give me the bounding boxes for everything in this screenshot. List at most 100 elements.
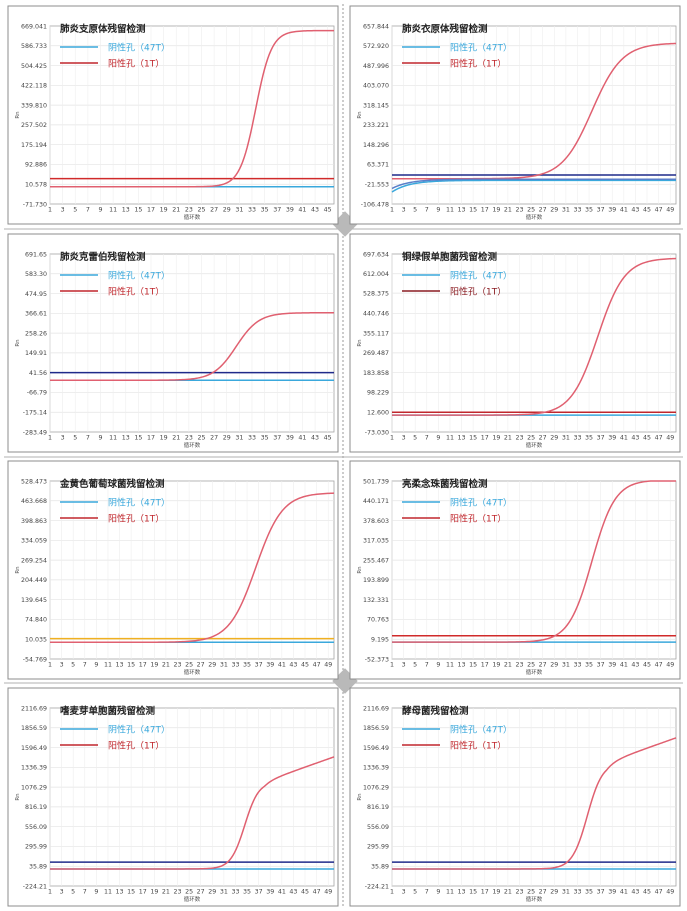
x-tick-label: 3 [60,889,64,896]
plot-area [49,707,335,887]
x-tick-label: 29 [208,662,216,669]
y-tick-label: 572.920 [363,43,389,50]
x-tick-label: 37 [273,435,281,442]
chart-panel-1: 669.041 586.733 504.425 422.118 339.810 257.5… [7,5,339,225]
x-tick-label: 29 [223,435,231,442]
x-tick-label: 17 [147,207,155,214]
x-tick-label: 29 [550,889,558,896]
y-tick-label: 463.668 [21,498,47,505]
x-tick-label: 15 [134,435,142,442]
x-tick-label: 1 [48,435,52,442]
legend-label: 阳性孔（1T） [108,513,164,525]
y-tick-label: 233.221 [363,122,389,129]
series-line-阳性孔（1T） [50,492,335,644]
x-tick-label: 15 [469,889,477,896]
x-tick-label: 45 [324,435,332,442]
x-tick-label: 27 [197,889,205,896]
x-tick-label: 25 [185,662,193,669]
x-tick-label: 15 [469,435,477,442]
y-tick-label: -71.730 [23,201,47,208]
x-tick-label: 49 [666,435,674,442]
y-tick-label: -106.478 [361,201,389,208]
x-tick-label: 37 [273,207,281,214]
series-line-阳性孔（1T） [50,29,334,188]
x-tick-label: 21 [504,889,512,896]
x-tick-label: 43 [289,662,297,669]
x-tick-label: 37 [597,435,605,442]
x-tick-label: 9 [436,662,440,669]
x-tick-label: 41 [298,207,306,214]
y-tick-label: 583.30 [25,271,47,278]
y-tick-label: -54.769 [23,656,47,663]
x-tick-label: 1 [390,435,394,442]
y-axis-label: Rn [15,111,21,119]
legend-label: 阴性孔（47T） [450,724,512,736]
y-tick-label: 1856.59 [363,725,389,732]
chart-panel-4: 697.634 612.004 528.375 440.746 355.117 269.4… [349,233,681,453]
y-tick-label: 318.145 [363,102,389,109]
x-tick-label: 39 [608,435,616,442]
x-tick-label: 7 [83,889,87,896]
y-tick-label: 98.229 [367,390,389,397]
y-tick-label: 669.041 [21,23,47,30]
x-tick-label: 31 [562,435,570,442]
x-tick-label: 45 [301,889,309,896]
x-tick-label: 13 [458,662,466,669]
x-tick-label: 31 [235,435,243,442]
x-tick-label: 31 [235,207,243,214]
x-tick-label: 15 [469,662,477,669]
x-tick-label: 25 [197,207,205,214]
x-tick-label: 13 [122,435,130,442]
x-tick-label: 33 [573,435,581,442]
x-tick-label: 1 [390,889,394,896]
x-tick-label: 49 [666,662,674,669]
y-tick-label: 295.99 [25,844,47,851]
y-axis-label: Rn [15,793,21,801]
x-tick-label: 35 [585,889,593,896]
x-tick-label: 25 [527,207,535,214]
x-tick-label: 41 [278,662,286,669]
x-tick-label: 17 [139,662,147,669]
x-tick-label: 11 [446,207,454,214]
y-tick-label: 528.473 [21,478,47,485]
x-tick-label: 19 [492,889,500,896]
chart-title: 金黄色葡萄球菌残留检测 [59,478,165,490]
x-tick-label: 49 [324,662,332,669]
y-tick-label: -21.553 [365,182,389,189]
legend-label: 阳性孔（1T） [108,58,164,70]
series-line-阴性孔（47T） [391,179,676,193]
y-tick-label: 816.19 [25,804,47,811]
x-tick-label: 47 [313,662,321,669]
y-axis-label: Rn [357,566,363,574]
x-tick-label: 37 [255,662,263,669]
y-tick-label: 70.763 [367,617,389,624]
y-tick-label: 366.61 [25,311,47,318]
x-tick-label: 45 [643,889,651,896]
y-tick-label: 92.886 [25,162,47,169]
x-tick-label: 37 [255,889,263,896]
x-axis-label: 循环数 [184,895,201,903]
y-tick-label: 691.65 [25,251,47,258]
y-tick-label: 317.035 [363,538,389,545]
x-tick-label: 17 [481,662,489,669]
x-axis-label: 循环数 [184,441,201,449]
x-tick-label: 33 [231,662,239,669]
x-tick-label: 33 [573,889,581,896]
y-tick-label: -175.14 [23,410,47,417]
y-tick-label: 175.194 [21,142,47,149]
x-tick-label: 13 [122,207,130,214]
y-tick-label: 474.95 [25,291,47,298]
y-tick-label: 657.844 [363,23,389,30]
y-tick-label: 295.99 [367,844,389,851]
x-tick-label: 21 [162,889,170,896]
y-tick-label: 1856.59 [21,725,47,732]
x-tick-label: 19 [150,662,158,669]
x-tick-label: 13 [458,435,466,442]
x-tick-label: 29 [550,207,558,214]
chart-title: 亮柔念珠菌残留检测 [402,478,488,490]
y-tick-label: 258.26 [25,330,47,337]
plot-area [49,25,335,205]
plot-area [49,253,335,433]
x-tick-label: 3 [61,207,65,214]
x-tick-label: 29 [208,889,216,896]
